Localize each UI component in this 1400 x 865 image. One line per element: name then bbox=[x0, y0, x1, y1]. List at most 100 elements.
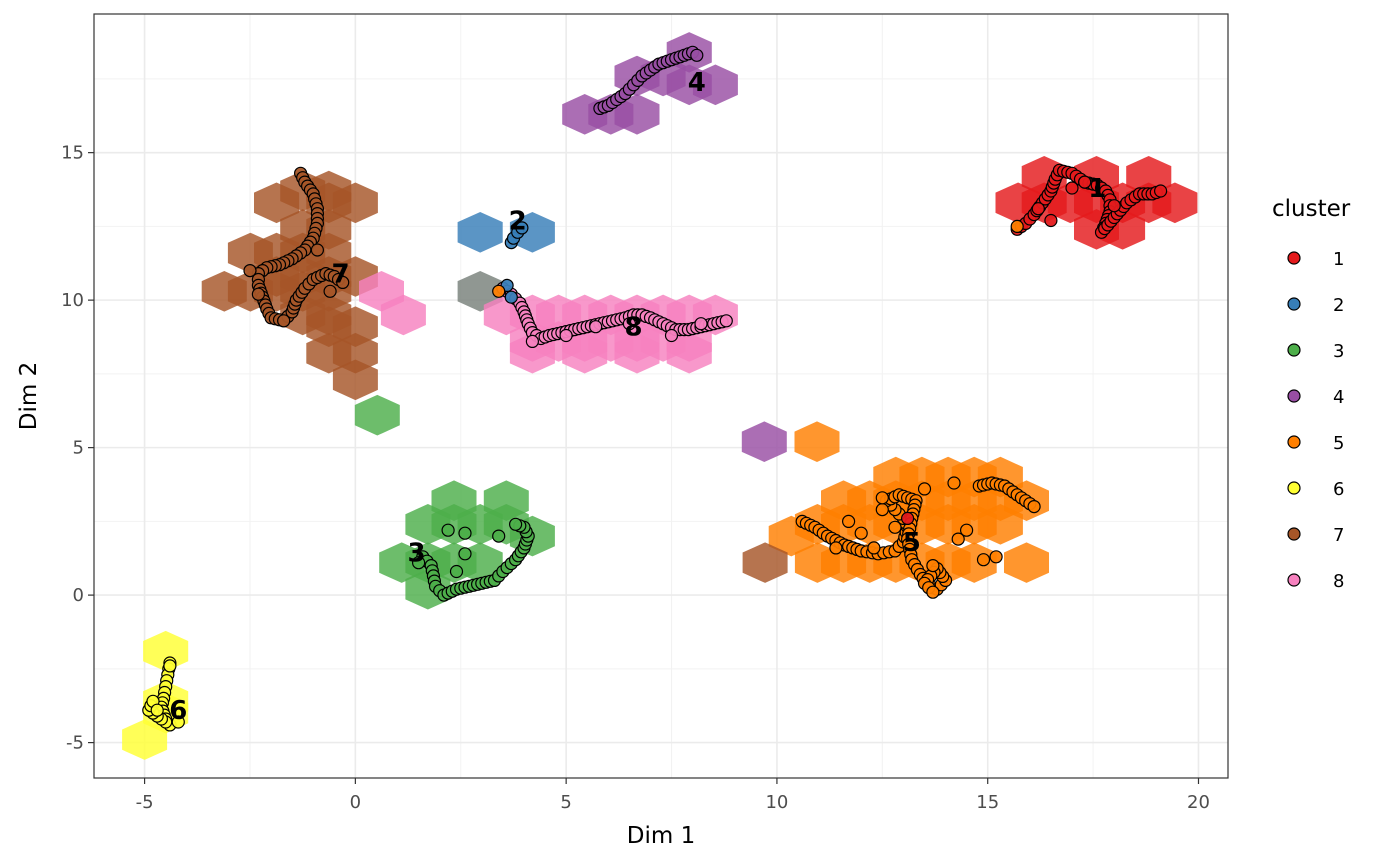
legend-label-cluster-7: 7 bbox=[1333, 525, 1344, 546]
point-cluster-8 bbox=[559, 328, 573, 343]
point-cluster-5 bbox=[841, 514, 856, 529]
point-cluster-5 bbox=[926, 585, 940, 599]
point-cluster-3 bbox=[458, 547, 472, 561]
hexbin-cluster-8 bbox=[562, 332, 608, 374]
y-tick-label: 5 bbox=[73, 438, 84, 459]
point-cluster-6 bbox=[150, 703, 164, 717]
cluster-label-8: 8 bbox=[625, 313, 643, 343]
hexbin-cluster-5 bbox=[951, 542, 997, 583]
point-cluster-3 bbox=[492, 529, 506, 543]
legend-key-cluster-8 bbox=[1287, 573, 1301, 587]
point-cluster-1 bbox=[1031, 202, 1045, 216]
plot-background bbox=[94, 14, 1228, 778]
point-cluster-2 bbox=[515, 221, 529, 235]
hexbin-cluster-6 bbox=[143, 630, 189, 672]
point-cluster-1 bbox=[1044, 213, 1058, 228]
point-cluster-5 bbox=[989, 550, 1003, 564]
point-cluster-5 bbox=[829, 541, 843, 555]
hexbin-cluster-7 bbox=[332, 359, 378, 401]
point-cluster-3 bbox=[449, 564, 464, 579]
cluster-label-5: 5 bbox=[903, 528, 921, 558]
y-tick-label: 15 bbox=[61, 143, 84, 164]
hexbin-cluster-7 bbox=[254, 182, 300, 224]
legend-key-cluster-4 bbox=[1287, 389, 1301, 403]
hexbin-cluster-4 bbox=[614, 94, 660, 135]
point-cluster-8 bbox=[589, 320, 603, 334]
point-cluster-1 bbox=[1107, 199, 1121, 213]
legend-key-cluster-1 bbox=[1287, 251, 1301, 265]
legend-label-cluster-1: 1 bbox=[1333, 249, 1344, 270]
plot-border bbox=[93, 13, 1229, 779]
x-tick-label: 5 bbox=[560, 792, 571, 813]
point-trajectory-layer bbox=[142, 45, 1168, 732]
hexbin-cluster-2 bbox=[457, 212, 503, 253]
legend-key-cluster-6 bbox=[1287, 481, 1301, 495]
point-cluster-7 bbox=[277, 314, 291, 328]
hexbin-cluster-4 bbox=[741, 421, 787, 462]
point-cluster-4 bbox=[690, 48, 704, 62]
cluster-label-7: 7 bbox=[332, 260, 350, 290]
point-cluster-5 bbox=[976, 553, 991, 567]
legend-label-cluster-8: 8 bbox=[1333, 571, 1344, 592]
x-tick-label: 20 bbox=[1187, 792, 1210, 813]
x-tick-label: -5 bbox=[136, 792, 154, 813]
point-cluster-5 bbox=[1010, 219, 1024, 233]
point-cluster-5 bbox=[875, 491, 889, 505]
hexbin-cluster-5 bbox=[1004, 542, 1049, 583]
point-cluster-8 bbox=[694, 317, 708, 331]
grid-lines bbox=[94, 14, 1228, 778]
legend-label-cluster-5: 5 bbox=[1333, 433, 1344, 454]
point-cluster-6 bbox=[171, 715, 185, 729]
legend-key-cluster-3 bbox=[1287, 343, 1301, 357]
point-cluster-8 bbox=[719, 314, 733, 328]
point-cluster-1 bbox=[1078, 175, 1092, 189]
point-cluster-5 bbox=[959, 523, 974, 537]
cluster-label-2: 2 bbox=[509, 207, 527, 237]
point-cluster-5 bbox=[926, 558, 940, 573]
point-cluster-3 bbox=[441, 523, 455, 537]
point-cluster-3 bbox=[458, 526, 472, 540]
legend-key-cluster-7 bbox=[1287, 527, 1301, 541]
hexbin-cluster-5 bbox=[794, 421, 840, 462]
hexbin-cluster-4 bbox=[666, 64, 712, 106]
legend-label-cluster-2: 2 bbox=[1333, 295, 1344, 316]
point-cluster-3 bbox=[412, 556, 426, 570]
point-cluster-5 bbox=[1027, 500, 1041, 514]
hexbin-cluster-6 bbox=[122, 719, 168, 760]
cluster-label-1: 1 bbox=[1088, 174, 1106, 204]
point-cluster-6 bbox=[163, 659, 177, 673]
legend-label-cluster-6: 6 bbox=[1333, 479, 1344, 500]
point-cluster-5 bbox=[867, 541, 881, 555]
point-cluster-7 bbox=[310, 243, 324, 257]
x-tick-label: 15 bbox=[976, 792, 999, 813]
point-cluster-1 bbox=[900, 511, 915, 526]
point-cluster-5 bbox=[875, 503, 889, 517]
legend-label-cluster-4: 4 bbox=[1333, 387, 1344, 408]
legend-title: cluster bbox=[1272, 196, 1351, 222]
hexbin-cluster-8 bbox=[614, 332, 660, 374]
hexbin-cluster-7 bbox=[332, 332, 378, 374]
hexbin-cluster-7 bbox=[742, 542, 788, 583]
x-tick-label: 10 bbox=[765, 792, 788, 813]
point-cluster-8 bbox=[664, 328, 679, 343]
point-cluster-5 bbox=[854, 526, 868, 540]
y-tick-label: -5 bbox=[66, 733, 84, 754]
hexbin-cluster-3 bbox=[354, 394, 400, 436]
cluster-label-3: 3 bbox=[407, 538, 425, 568]
point-cluster-7 bbox=[336, 275, 350, 289]
point-cluster-5 bbox=[951, 532, 965, 546]
point-cluster-2 bbox=[504, 290, 518, 304]
point-cluster-5 bbox=[917, 482, 932, 496]
point-cluster-1 bbox=[1065, 181, 1079, 195]
y-tick-label: 10 bbox=[61, 290, 84, 311]
hexbin-cluster-7 bbox=[332, 306, 378, 347]
hexbin-cluster-8 bbox=[380, 294, 426, 336]
point-cluster-5 bbox=[888, 520, 902, 534]
y-axis-title: Dim 2 bbox=[16, 362, 42, 430]
y-tick-label: 0 bbox=[73, 585, 84, 606]
point-cluster-7 bbox=[323, 284, 337, 298]
point-cluster-7 bbox=[243, 264, 257, 278]
point-cluster-8 bbox=[525, 334, 540, 348]
